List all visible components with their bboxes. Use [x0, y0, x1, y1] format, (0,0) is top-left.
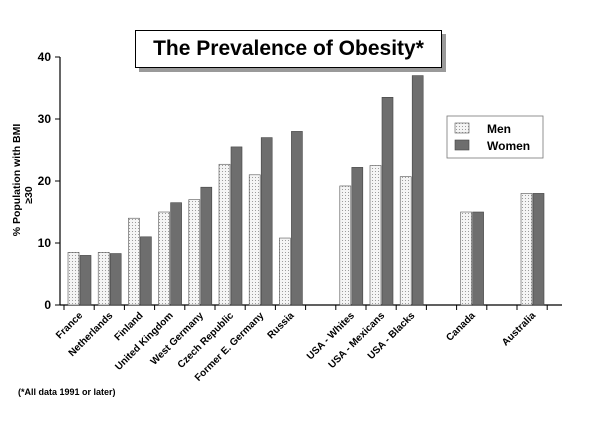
bar-women — [109, 253, 122, 306]
bar-women — [472, 211, 484, 306]
bar-women — [411, 75, 424, 306]
bar-women — [351, 167, 364, 306]
bar-men — [279, 237, 291, 306]
bar-men — [128, 217, 140, 306]
bar-women — [381, 97, 394, 306]
y-axis-label: % Population with BMI — [11, 124, 23, 237]
bar-men — [188, 199, 201, 306]
bar-men — [339, 185, 352, 306]
legend-swatch-men — [454, 122, 470, 134]
bar-women — [140, 236, 152, 306]
bar-women — [291, 131, 303, 306]
y-tick-label: 30 — [38, 112, 52, 126]
bar-men — [67, 252, 80, 306]
bar-men — [369, 165, 382, 306]
legend-label-women: Women — [487, 139, 530, 153]
bar-men — [218, 163, 231, 306]
category-label: West Germany — [149, 310, 206, 367]
y-tick-label: 40 — [38, 50, 52, 64]
bar-men — [158, 211, 170, 306]
bar-women — [532, 193, 545, 306]
bar-women — [170, 202, 182, 306]
bar-women — [79, 255, 92, 306]
legend-swatch-women — [454, 139, 470, 151]
bar-men — [248, 174, 261, 306]
bar-women — [230, 146, 243, 306]
category-label: Canada — [444, 310, 478, 344]
bar-women — [260, 137, 273, 306]
footnote: (*All data 1991 or later) — [18, 387, 116, 397]
bar-men — [97, 252, 110, 306]
y-tick-label: 10 — [38, 236, 52, 250]
y-tick-label: 20 — [38, 174, 52, 188]
category-label: Russia — [266, 310, 297, 341]
bar-men — [460, 211, 472, 306]
bar-men — [520, 193, 533, 306]
bar-men — [399, 176, 412, 306]
y-axis-label-line2: ≥30 — [23, 186, 35, 204]
legend-label-men: Men — [487, 122, 511, 136]
category-label: Australia — [500, 310, 538, 348]
bar-women — [200, 186, 213, 306]
y-tick-label: 0 — [44, 298, 51, 312]
chart-title: The Prevalence of Obesity* — [135, 30, 442, 68]
